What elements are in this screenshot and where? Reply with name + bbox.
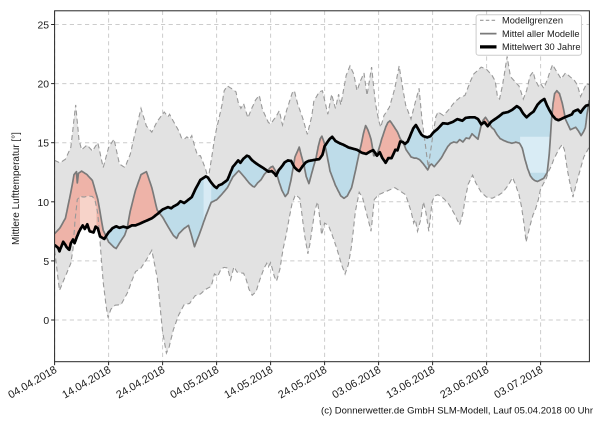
svg-text:10: 10: [38, 198, 50, 209]
svg-text:Mittel aller Modelle: Mittel aller Modelle: [502, 29, 580, 39]
svg-text:5: 5: [43, 257, 49, 268]
svg-text:20: 20: [38, 80, 50, 91]
svg-text:25: 25: [38, 21, 50, 32]
svg-text:Mittelwert 30 Jahre: Mittelwert 30 Jahre: [502, 42, 581, 52]
svg-text:0: 0: [43, 316, 49, 327]
svg-text:15: 15: [38, 139, 50, 150]
svg-text:(c) Donnerwetter.de GmbH SLM-M: (c) Donnerwetter.de GmbH SLM-Modell, Lau…: [321, 406, 593, 417]
svg-text:Modellgrenzen: Modellgrenzen: [502, 16, 563, 26]
svg-text:Mittlere Lufttemperatur [°]: Mittlere Lufttemperatur [°]: [11, 132, 22, 245]
